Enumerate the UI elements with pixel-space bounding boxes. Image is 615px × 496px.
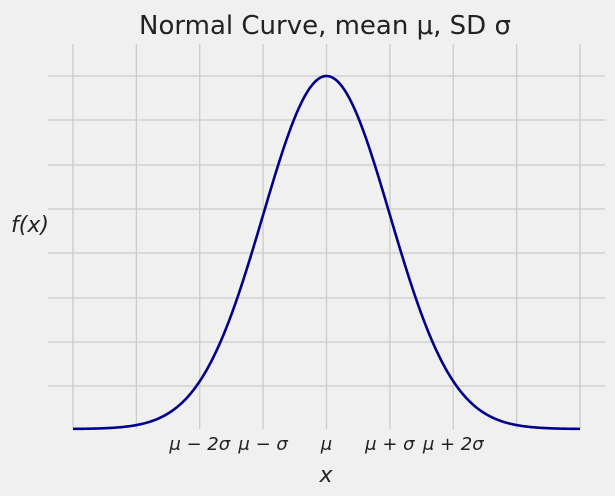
- x-tick-label: μ − σ: [237, 434, 288, 455]
- x-tick-label: μ + σ: [364, 434, 415, 455]
- y-axis-label: f(x): [11, 213, 49, 238]
- x-tick-labels: μ − 2σ μ − σ μ μ + σ μ + 2σ: [168, 434, 484, 455]
- x-tick-label: μ − 2σ: [168, 434, 230, 455]
- grid: [48, 44, 605, 429]
- plot-area: [72, 74, 581, 431]
- normal-density-line: [72, 74, 581, 431]
- x-tick-label: μ + 2σ: [422, 434, 484, 455]
- chart-title: Normal Curve, mean μ, SD σ: [139, 11, 511, 41]
- x-tick-label: μ: [320, 434, 332, 455]
- x-axis-label: x: [318, 463, 333, 488]
